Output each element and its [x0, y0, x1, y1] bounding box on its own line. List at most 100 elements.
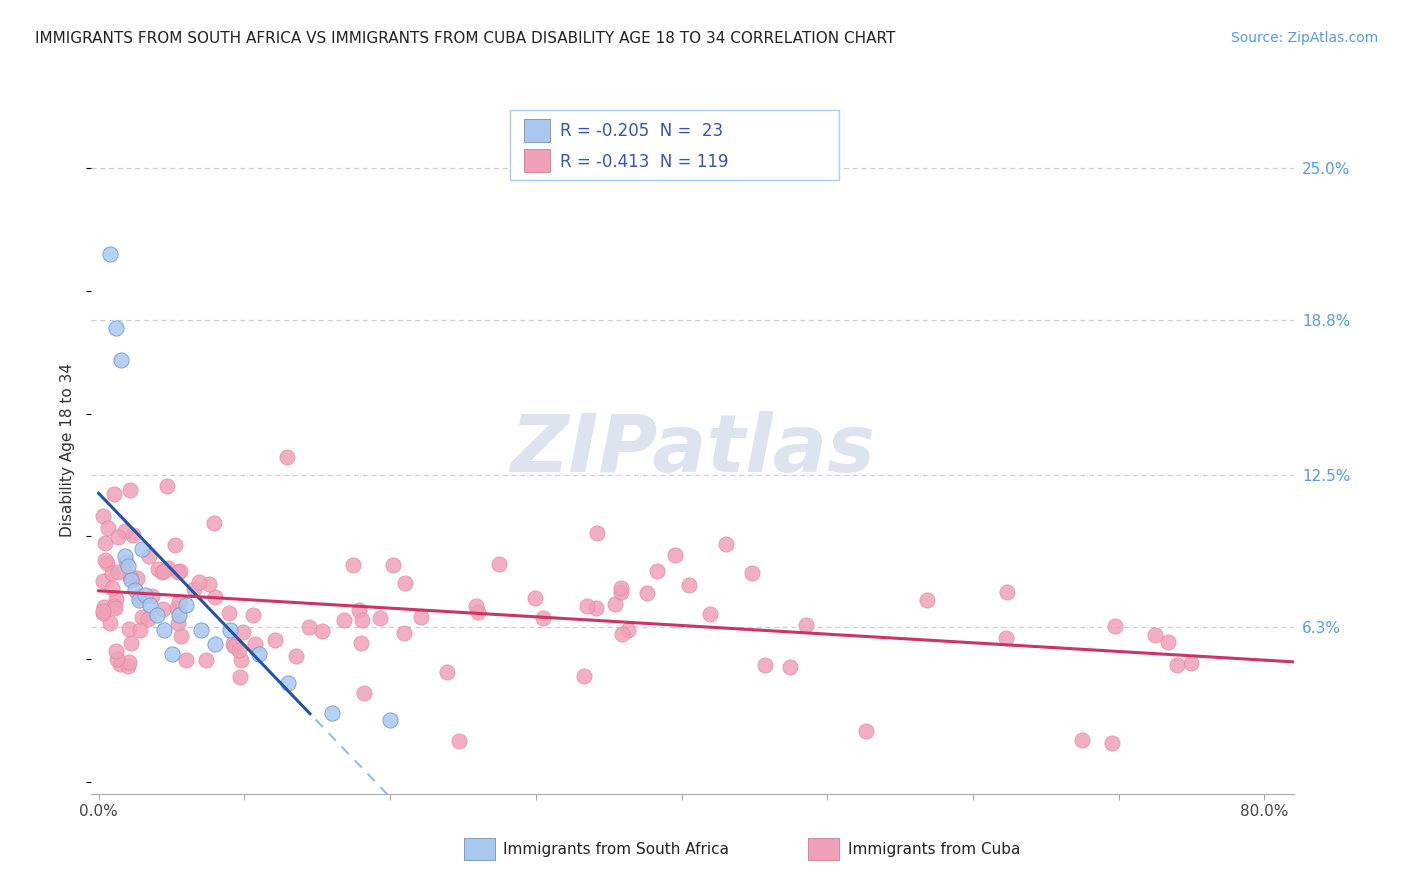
Point [94, 536, 117, 550]
Point [167, 565, 190, 579]
Point [243, 637, 266, 651]
Text: ZIPatlas: ZIPatlas [510, 411, 875, 490]
Point [409, 610, 432, 624]
Point [779, 659, 801, 673]
Point [122, 528, 145, 542]
Point [228, 643, 250, 657]
Point [169, 564, 191, 578]
Point [190, 623, 212, 637]
Point [204, 590, 226, 604]
Point [741, 566, 763, 580]
Point [855, 724, 877, 739]
Point [104, 601, 127, 615]
Point [188, 574, 211, 589]
Point [1180, 656, 1202, 670]
Point [222, 637, 245, 651]
Point [645, 564, 668, 578]
Point [218, 606, 240, 620]
Point [167, 595, 190, 609]
Point [120, 483, 142, 497]
Point [91, 508, 114, 523]
Point [350, 635, 373, 649]
Point [394, 576, 416, 591]
Point [218, 623, 240, 637]
Point [91, 606, 114, 620]
Point [170, 629, 193, 643]
Point [98, 616, 121, 631]
Point [108, 657, 131, 671]
Point [678, 578, 700, 592]
Point [603, 598, 626, 612]
Point [576, 599, 599, 613]
Point [204, 637, 226, 651]
Point [105, 652, 128, 666]
Point [101, 566, 124, 580]
Point [134, 588, 156, 602]
Text: R = -0.205  N =  23: R = -0.205 N = 23 [560, 122, 723, 140]
Point [105, 592, 128, 607]
Point [263, 633, 285, 648]
Point [699, 607, 721, 621]
Point [231, 653, 253, 667]
Point [103, 599, 125, 614]
Point [136, 612, 159, 626]
Point [1071, 732, 1094, 747]
Point [276, 450, 298, 465]
Point [195, 653, 218, 667]
Point [167, 616, 190, 631]
Point [333, 613, 356, 627]
Point [96, 556, 118, 570]
Point [156, 479, 179, 493]
Point [110, 352, 132, 367]
Point [224, 639, 246, 653]
Point [997, 584, 1019, 599]
Point [124, 583, 146, 598]
Point [197, 577, 219, 591]
Point [91, 574, 114, 588]
Text: Immigrants from Cuba: Immigrants from Cuba [848, 842, 1021, 856]
Point [117, 558, 139, 573]
Point [120, 636, 142, 650]
Point [148, 561, 170, 575]
Point [176, 653, 198, 667]
Point [103, 486, 125, 500]
Point [118, 655, 141, 669]
Point [128, 623, 150, 637]
Point [152, 565, 174, 579]
Point [347, 603, 370, 617]
Point [714, 537, 737, 551]
Point [131, 609, 153, 624]
Point [342, 558, 364, 572]
Point [156, 561, 179, 575]
Point [917, 592, 939, 607]
Point [114, 549, 136, 563]
Point [350, 613, 373, 627]
Point [467, 605, 489, 619]
Point [232, 624, 254, 639]
Point [166, 600, 188, 615]
Point [392, 626, 415, 640]
Point [163, 538, 186, 552]
Point [664, 548, 686, 562]
Point [754, 657, 776, 672]
Point [174, 598, 197, 612]
Point [118, 622, 141, 636]
Point [115, 555, 138, 569]
Point [636, 585, 658, 599]
Point [378, 714, 401, 728]
Point [105, 643, 128, 657]
Point [127, 570, 149, 584]
Point [284, 649, 307, 664]
Point [183, 582, 205, 597]
Point [1101, 736, 1123, 750]
Point [531, 611, 554, 625]
Point [382, 558, 405, 573]
Point [610, 627, 633, 641]
Text: Immigrants from South Africa: Immigrants from South Africa [503, 842, 730, 856]
Text: Source: ZipAtlas.com: Source: ZipAtlas.com [1230, 31, 1378, 45]
Point [297, 619, 319, 633]
Point [247, 647, 270, 661]
Point [101, 581, 124, 595]
Point [120, 574, 142, 588]
Point [1143, 628, 1166, 642]
